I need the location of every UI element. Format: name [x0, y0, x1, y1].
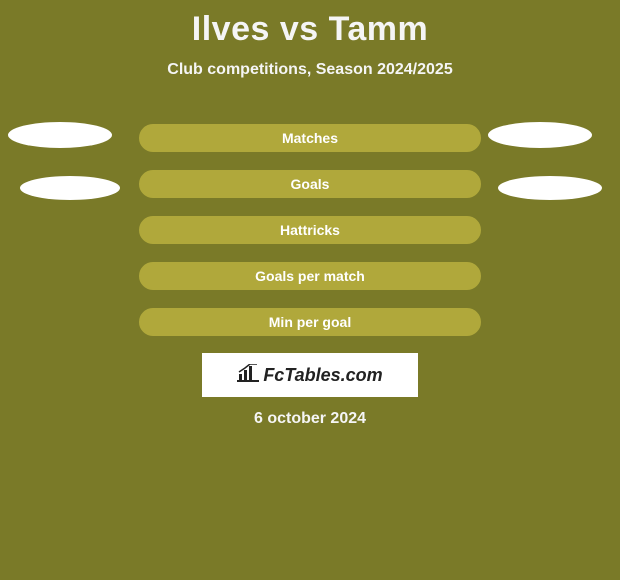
- stat-row-min-per-goal: Min per goal: [0, 308, 620, 336]
- stat-bar: Hattricks: [139, 216, 481, 244]
- stat-bar: Goals per match: [139, 262, 481, 290]
- stat-row-goals: Goals: [0, 170, 620, 198]
- stat-row-hattricks: Hattricks: [0, 216, 620, 244]
- chart-icon: [237, 364, 259, 387]
- logo-box: FcTables.com: [202, 353, 418, 397]
- infographic-container: Ilves vs Tamm Club competitions, Season …: [0, 0, 620, 580]
- right-ellipse: [488, 122, 592, 148]
- left-ellipse: [20, 176, 120, 200]
- stat-bar: Min per goal: [139, 308, 481, 336]
- date-text: 6 october 2024: [0, 410, 620, 428]
- stat-bar: Goals: [139, 170, 481, 198]
- stat-row-goals-per-match: Goals per match: [0, 262, 620, 290]
- right-ellipse: [498, 176, 602, 200]
- page-subtitle: Club competitions, Season 2024/2025: [0, 61, 620, 79]
- page-title: Ilves vs Tamm: [0, 0, 620, 49]
- stat-row-matches: Matches: [0, 124, 620, 152]
- left-ellipse: [8, 122, 112, 148]
- logo-text: FcTables.com: [263, 365, 382, 386]
- logo: FcTables.com: [237, 364, 382, 387]
- stat-bar: Matches: [139, 124, 481, 152]
